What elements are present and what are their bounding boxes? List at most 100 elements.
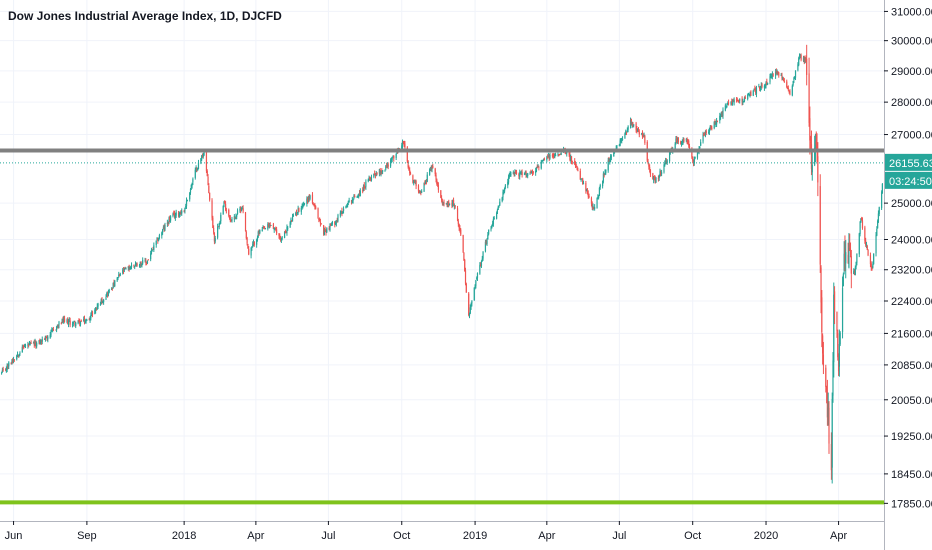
candle-body (566, 152, 568, 154)
candle (837, 329, 839, 361)
candle (38, 339, 40, 345)
candle (166, 219, 168, 227)
candle (418, 189, 420, 194)
candle (409, 171, 412, 175)
candle-body (806, 58, 808, 75)
candle-body (308, 196, 310, 199)
candle-body (448, 203, 451, 205)
candle (781, 72, 783, 81)
candle-body (590, 198, 593, 204)
candle-body (404, 143, 406, 148)
candle (602, 171, 605, 184)
candle (448, 203, 451, 206)
candle-body (46, 337, 48, 339)
candle (387, 162, 389, 170)
candle (391, 156, 393, 163)
time-axis[interactable]: Jun Sep 2018 Apr Jul Oct 2019 Apr Jul Oct 2020 Apr (0, 521, 884, 542)
candle (655, 177, 657, 183)
candle-body (496, 213, 498, 219)
candle (468, 292, 470, 317)
candle-body (703, 134, 705, 136)
candle (771, 73, 773, 79)
candle (312, 202, 314, 206)
candle (107, 291, 109, 298)
candle (582, 177, 584, 185)
candle-body (379, 169, 381, 174)
candle-body (331, 221, 333, 224)
candle-body (409, 170, 411, 174)
candle (123, 267, 125, 273)
candle (39, 338, 41, 345)
candle-body (743, 96, 746, 102)
price-axis[interactable]: 31000.0030000.0029000.0028000.0027000.00… (884, 0, 932, 550)
y-tick-label: 31000.00 (891, 6, 932, 18)
candle-body (434, 168, 436, 174)
candle-body (342, 211, 344, 214)
candle (252, 241, 254, 248)
candle-body (738, 100, 740, 102)
candle-body (720, 112, 722, 116)
candle (141, 263, 143, 268)
candle-body (278, 233, 280, 236)
candle (570, 156, 573, 165)
candle-body (279, 238, 282, 240)
candle (339, 210, 341, 218)
candle-body (559, 153, 561, 155)
candle-body (127, 266, 129, 269)
candle (133, 264, 135, 268)
candle-body (295, 212, 298, 214)
candle-body (747, 94, 750, 96)
candle (719, 113, 722, 120)
candle-body (568, 152, 570, 155)
candle (441, 195, 443, 203)
candle-body (624, 133, 626, 139)
candle (641, 130, 644, 139)
candle-body (74, 321, 76, 326)
candle (28, 340, 31, 346)
candle (741, 96, 743, 106)
candle-body (713, 121, 715, 129)
candle-body (764, 86, 766, 88)
candle-body (341, 210, 343, 215)
candle (97, 302, 99, 310)
candle-body (855, 261, 857, 267)
candle (247, 243, 249, 249)
candle (407, 160, 409, 169)
candle (492, 216, 495, 227)
candle (279, 235, 282, 242)
candle-body (546, 157, 548, 161)
candle (169, 215, 171, 223)
candle (521, 169, 523, 178)
candle (95, 307, 98, 311)
candle (202, 152, 204, 159)
candle (720, 111, 722, 118)
candle (864, 225, 866, 244)
candle-body (342, 208, 345, 211)
candle (739, 98, 741, 104)
candle (588, 193, 590, 199)
candle (842, 272, 844, 287)
candle (806, 44, 808, 86)
candle-body (733, 99, 735, 103)
candle-body (691, 149, 693, 158)
candle-body (613, 151, 615, 157)
last-price-badge (885, 153, 932, 171)
candle (57, 324, 59, 329)
candle-body (436, 179, 438, 184)
candle (484, 239, 487, 253)
candle (491, 224, 493, 229)
candle-body (722, 109, 724, 116)
candle (850, 249, 852, 289)
candle-body (464, 270, 467, 284)
candle-body (336, 219, 338, 221)
candle-body (151, 249, 153, 251)
candle (599, 183, 601, 190)
candle-body (726, 103, 728, 107)
candle (705, 129, 707, 136)
candle-body (29, 342, 31, 345)
candle (425, 179, 427, 185)
candle (350, 199, 353, 205)
candle-body (21, 346, 23, 353)
candle (122, 267, 125, 275)
